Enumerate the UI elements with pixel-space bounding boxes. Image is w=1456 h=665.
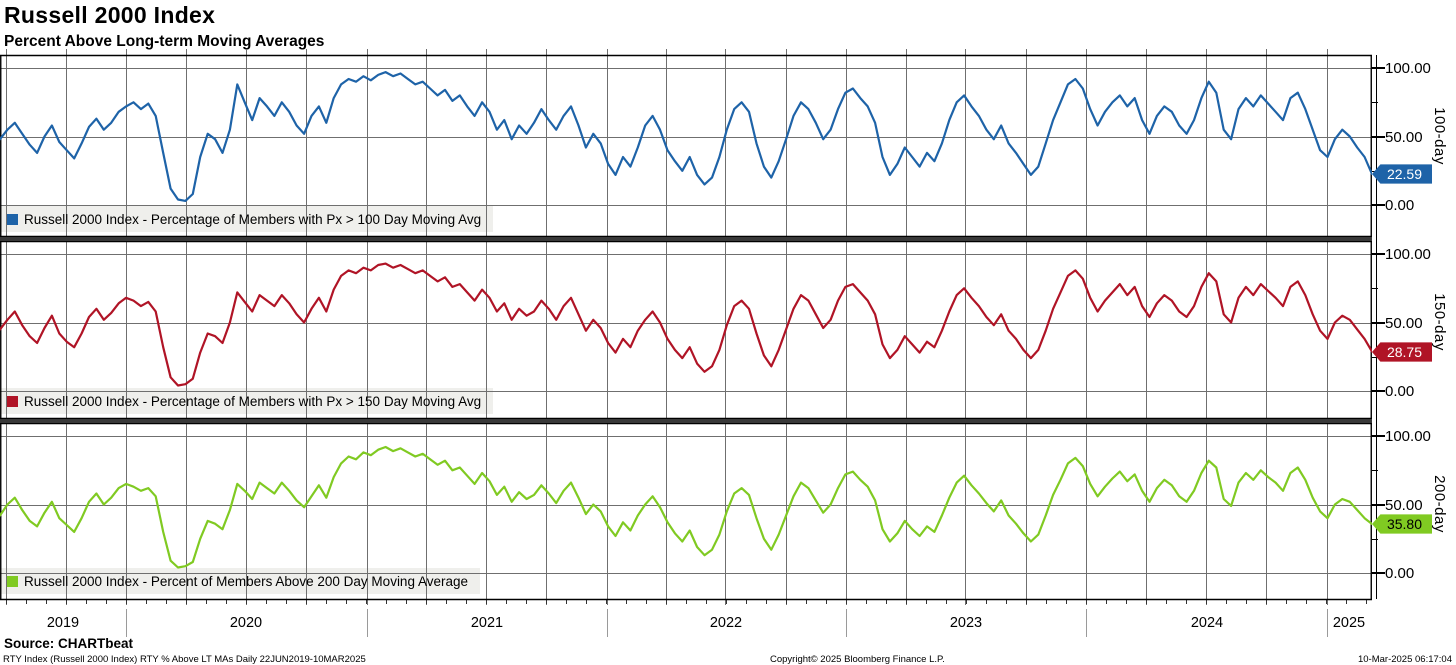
axis-side-label-200-day: 200-day <box>1431 475 1448 533</box>
plot-100-day[interactable] <box>0 49 1372 237</box>
legend-item-200-day: Russell 2000 Index - Percent of Members … <box>0 568 468 594</box>
y-tick-100-day-100 <box>1371 67 1385 69</box>
chart-panel-150-day: Russell 2000 Index - Percentage of Membe… <box>0 241 1456 419</box>
year-label-2023: 2023 <box>949 615 983 631</box>
source-label: Source: CHARTbeat <box>4 636 134 651</box>
time-axis: 2019 2020 2021 2022 2023 2024 2025 <box>0 605 1456 639</box>
y-tick-200-day-100 <box>1371 435 1385 437</box>
y-minortick-200-day-75 <box>1372 470 1378 471</box>
y-tick-150-day-100 <box>1371 253 1385 255</box>
page-title: Russell 2000 Index <box>4 2 216 28</box>
y-tick-150-day-50 <box>1371 322 1385 324</box>
year-separator <box>367 609 368 637</box>
y-tick-label-200-day-50: 50.00 <box>1385 497 1423 514</box>
year-separator <box>607 609 608 637</box>
footer-ticker-info: RTY Index (Russell 2000 Index) RTY % Abo… <box>3 654 366 665</box>
footer-timestamp: 10-Mar-2025 06:17:04 <box>1357 654 1452 665</box>
y-minortick-150-day-25 <box>1372 357 1378 358</box>
legend-item-100-day: Russell 2000 Index - Percentage of Membe… <box>0 206 481 232</box>
y-tick-150-day-0 <box>1371 390 1385 392</box>
y-tick-label-100-day-0: 0.00 <box>1385 197 1415 214</box>
last-value-badge-200-day: 35.80 <box>1372 514 1432 534</box>
y-tick-200-day-50 <box>1371 504 1385 506</box>
chart-panel-100-day: Russell 2000 Index - Percentage of Membe… <box>0 49 1456 237</box>
plot-150-day[interactable] <box>0 241 1372 419</box>
legend-label: Russell 2000 Index - Percentage of Membe… <box>24 211 482 227</box>
y-tick-label-200-day-100: 100.00 <box>1385 428 1431 445</box>
y-tick-100-day-50 <box>1371 136 1385 138</box>
year-separator <box>1086 609 1087 637</box>
y-minortick-150-day-75 <box>1372 288 1378 289</box>
y-tick-label-100-day-50: 50.00 <box>1385 129 1423 146</box>
axis-side-label-100-day: 100-day <box>1431 107 1448 165</box>
panel-separator-1 <box>0 237 1372 241</box>
year-label-2025: 2025 <box>1332 615 1366 631</box>
page-subtitle: Percent Above Long-term Moving Averages <box>4 33 325 50</box>
year-separator <box>846 609 847 637</box>
right-axis-spine <box>1376 55 1377 599</box>
last-value-badge-100-day: 22.59 <box>1372 164 1432 184</box>
legend-label: Russell 2000 Index - Percent of Members … <box>24 573 468 589</box>
y-minortick-200-day-25 <box>1372 539 1378 540</box>
legend-swatch-100-day <box>7 213 18 225</box>
legend-swatch-150-day <box>7 395 18 407</box>
year-label-2021: 2021 <box>470 615 504 631</box>
year-label-2024: 2024 <box>1190 615 1224 631</box>
legend-swatch-200-day <box>7 575 18 587</box>
legend-item-150-day: Russell 2000 Index - Percentage of Membe… <box>0 388 481 414</box>
chart-panel-200-day: Russell 2000 Index - Percent of Members … <box>0 423 1456 605</box>
y-tick-label-150-day-0: 0.00 <box>1385 383 1415 400</box>
axis-side-label-150-day: 150-day <box>1431 293 1448 351</box>
y-tick-label-100-day-100: 100.00 <box>1385 60 1431 77</box>
year-separator <box>1327 609 1328 637</box>
year-label-2019: 2019 <box>46 615 80 631</box>
y-minortick-100-day-75 <box>1372 102 1378 103</box>
y-tick-200-day-0 <box>1371 572 1385 574</box>
year-label-2020: 2020 <box>229 615 263 631</box>
y-tick-label-150-day-100: 100.00 <box>1385 246 1431 263</box>
y-tick-label-200-day-0: 0.00 <box>1385 565 1415 582</box>
legend-label: Russell 2000 Index - Percentage of Membe… <box>24 393 482 409</box>
plot-200-day[interactable] <box>0 423 1372 605</box>
last-value-badge-150-day: 28.75 <box>1372 342 1432 362</box>
y-tick-100-day-0 <box>1371 204 1385 206</box>
y-tick-label-150-day-50: 50.00 <box>1385 315 1423 332</box>
footer-copyright: Copyright© 2025 Bloomberg Finance L.P. <box>770 654 945 665</box>
year-label-2022: 2022 <box>709 615 743 631</box>
year-separator <box>126 609 127 637</box>
panel-separator-2 <box>0 419 1372 423</box>
legend-background <box>0 568 480 594</box>
